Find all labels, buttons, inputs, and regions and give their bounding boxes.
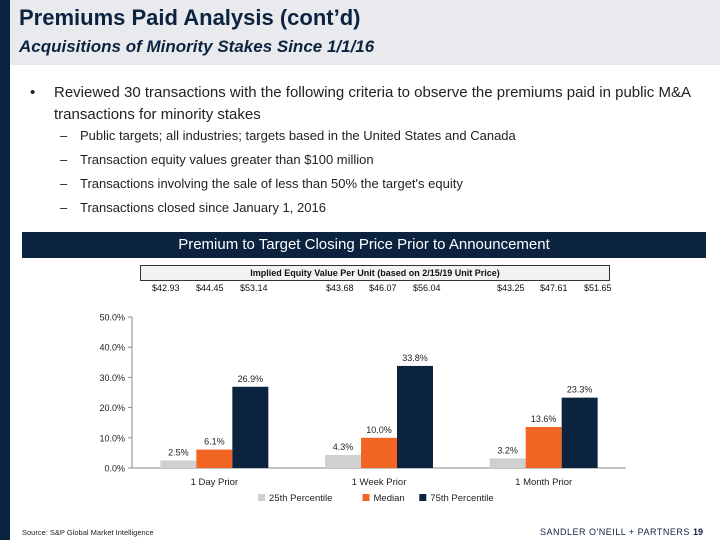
bar-25th-percentile — [489, 458, 526, 468]
legend-swatch — [258, 494, 265, 501]
sub-bullet: – Public targets; all industries; target… — [60, 128, 516, 143]
bar-75th-percentile — [397, 365, 433, 468]
dash-icon: – — [60, 152, 68, 167]
bar-75th-percentile — [561, 397, 598, 468]
data-label: 23.3% — [567, 385, 593, 395]
page-title: Premiums Paid Analysis (cont’d) — [19, 5, 361, 30]
dash-icon: – — [60, 200, 68, 215]
left-accent-bar — [0, 0, 10, 540]
sub-bullet-text: Transactions involving the sale of less … — [80, 176, 463, 191]
data-label: 10.0% — [366, 425, 392, 435]
firm-logo: SANDLER O'NEILL + PARTNERS — [540, 527, 690, 537]
premium-bar-chart: 0.0% 10.0% 20.0% 30.0% 40.0% 50.0% 2.5% 6.1% 26.… — [99, 313, 626, 504]
implied-price: $46.07 — [369, 283, 397, 293]
x-category-label: 1 Week Prior — [352, 477, 407, 488]
bar-25th-percentile — [160, 460, 197, 468]
legend-label: Median — [374, 493, 405, 504]
data-label: 4.3% — [333, 442, 354, 452]
implied-price: $43.68 — [326, 283, 354, 293]
data-label: 2.5% — [168, 447, 189, 457]
y-tick-label: 30.0% — [99, 373, 125, 383]
implied-value-label: Implied Equity Value Per Unit (based on … — [140, 265, 610, 281]
sub-bullet: – Transaction equity values greater than… — [60, 152, 374, 167]
page-subtitle: Acquisitions of Minority Stakes Since 1/… — [19, 37, 375, 56]
data-label: 26.9% — [238, 374, 264, 384]
chart-banner: Premium to Target Closing Price Prior to… — [22, 232, 706, 258]
page-number: 19 — [693, 527, 704, 537]
y-tick-label: 50.0% — [99, 313, 125, 323]
data-label: 3.2% — [497, 445, 518, 455]
x-category-label: 1 Month Prior — [515, 477, 572, 488]
y-tick-label: 20.0% — [99, 403, 125, 413]
sub-bullet: – Transactions closed since January 1, 2… — [60, 200, 326, 215]
legend-swatch — [362, 494, 370, 501]
dash-icon: – — [60, 176, 68, 191]
y-tick-label: 10.0% — [99, 433, 125, 443]
bar-median — [196, 449, 233, 468]
bar-25th-percentile — [325, 455, 361, 468]
bar-median — [361, 437, 397, 468]
data-label: 13.6% — [531, 414, 557, 424]
y-tick-label: 0.0% — [104, 464, 125, 474]
sub-bullet: – Transactions involving the sale of les… — [60, 176, 463, 191]
sub-bullet-text: Transaction equity values greater than $… — [80, 152, 374, 167]
y-tick-label: 40.0% — [99, 343, 125, 353]
implied-price: $43.25 — [497, 283, 525, 293]
x-category-label: 1 Day Prior — [191, 477, 239, 488]
source-note: Source: S&P Global Market Intelligence — [22, 528, 154, 537]
legend-label: 75th Percentile — [430, 493, 493, 504]
implied-price: $56.04 — [413, 283, 441, 293]
legend-swatch — [419, 494, 427, 501]
data-label: 6.1% — [204, 437, 225, 447]
main-bullet-text: Reviewed 30 transactions with the follow… — [54, 84, 691, 123]
implied-price: $42.93 — [152, 283, 180, 293]
implied-price: $53.14 — [240, 283, 268, 293]
bullet-dot: • — [30, 84, 36, 101]
sub-bullet-text: Public targets; all industries; targets … — [80, 128, 516, 143]
implied-price: $44.45 — [196, 283, 224, 293]
sub-bullet-text: Transactions closed since January 1, 201… — [80, 200, 326, 215]
legend-label: 25th Percentile — [269, 493, 332, 504]
bar-median — [525, 426, 562, 468]
implied-price: $51.65 — [584, 283, 612, 293]
main-bullet: • Reviewed 30 transactions with the foll… — [30, 82, 702, 126]
data-label: 33.8% — [402, 353, 428, 363]
header — [10, 0, 720, 65]
dash-icon: – — [60, 128, 68, 143]
implied-price: $47.61 — [540, 283, 568, 293]
bar-75th-percentile — [232, 386, 269, 468]
